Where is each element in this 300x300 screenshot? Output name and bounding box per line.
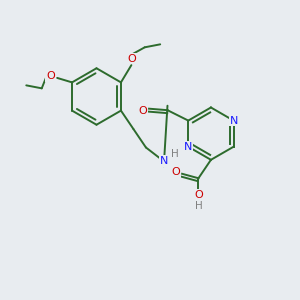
Text: H: H [195, 201, 202, 211]
Text: O: O [127, 54, 136, 64]
Text: O: O [139, 106, 148, 116]
Text: N: N [160, 156, 168, 166]
Text: O: O [46, 71, 55, 81]
Text: O: O [194, 190, 203, 200]
Text: N: N [230, 116, 238, 126]
Text: H: H [171, 149, 179, 159]
Text: N: N [184, 142, 193, 152]
Text: O: O [171, 167, 180, 177]
